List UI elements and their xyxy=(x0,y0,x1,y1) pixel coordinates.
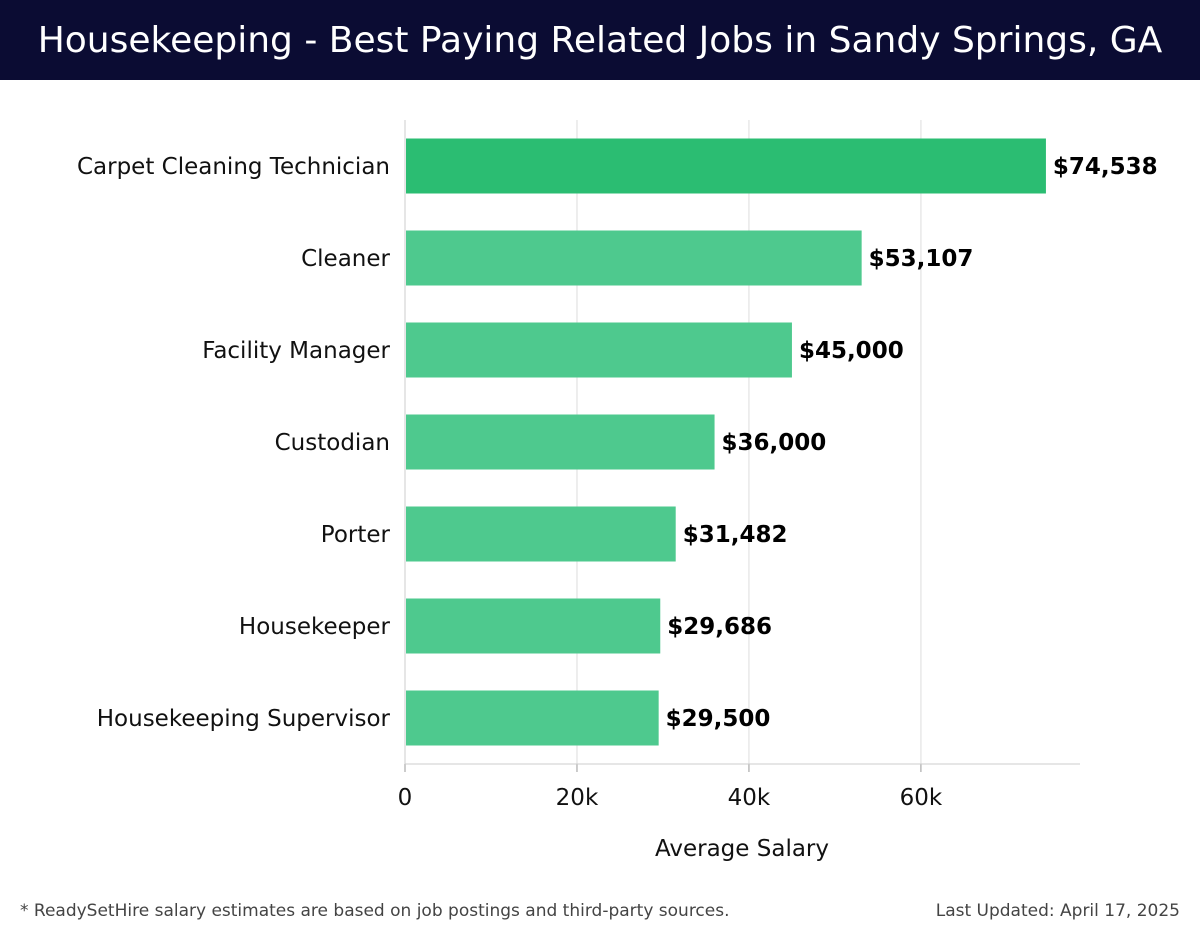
data-label: $29,500 xyxy=(666,706,771,732)
data-label: $74,538 xyxy=(1053,154,1158,180)
bar xyxy=(406,414,715,470)
x-tick-label: 60k xyxy=(900,785,943,811)
bar xyxy=(406,138,1046,194)
bar-chart: 0 20k 40k 60k Carpet Cleaning Technician $74,… xyxy=(77,120,1158,862)
data-label: $53,107 xyxy=(869,246,974,272)
bar xyxy=(406,230,862,286)
footer-note: * ReadySetHire salary estimates are base… xyxy=(20,901,730,921)
chart-header: Housekeeping - Best Paying Related Jobs … xyxy=(0,0,1200,80)
axes xyxy=(404,120,1080,772)
category-label: Housekeeper xyxy=(239,614,391,640)
x-tick-label: 40k xyxy=(728,785,771,811)
category-label: Porter xyxy=(321,522,391,548)
category-label: Custodian xyxy=(275,430,390,456)
x-axis-label: Average Salary xyxy=(655,836,829,862)
bar xyxy=(406,598,661,654)
last-updated: Last Updated: April 17, 2025 xyxy=(935,901,1180,921)
bars xyxy=(406,138,1046,746)
bar xyxy=(406,690,659,746)
category-label: Housekeeping Supervisor xyxy=(97,706,391,732)
bar xyxy=(406,322,792,378)
chart-title: Housekeeping - Best Paying Related Jobs … xyxy=(37,19,1163,61)
bar xyxy=(406,506,676,562)
data-label: $31,482 xyxy=(683,522,788,548)
category-label: Cleaner xyxy=(301,246,390,272)
x-tick-label: 0 xyxy=(398,785,413,811)
category-label: Carpet Cleaning Technician xyxy=(77,154,390,180)
data-label: $36,000 xyxy=(722,430,827,456)
category-label: Facility Manager xyxy=(202,338,390,364)
data-label: $45,000 xyxy=(799,338,904,364)
x-tick-label: 20k xyxy=(556,785,599,811)
labels: 0 20k 40k 60k Carpet Cleaning Technician $74,… xyxy=(77,154,1158,811)
data-label: $29,686 xyxy=(667,614,772,640)
